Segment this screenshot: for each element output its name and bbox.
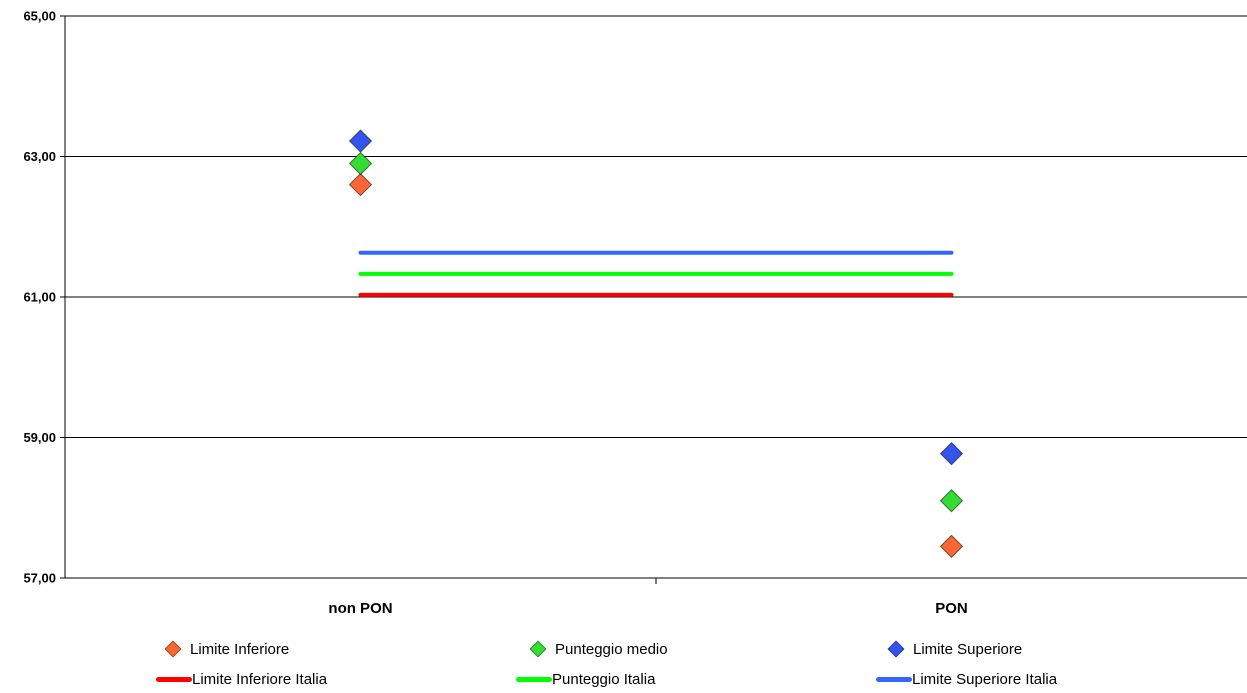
legend-line-limite-inferiore-italia <box>156 676 192 682</box>
legend-label-limite-inferiore: Limite Inferiore <box>190 640 290 658</box>
legend-label-punteggio-italia: Punteggio Italia <box>552 670 656 688</box>
legend-line-limite-superiore-italia <box>876 676 912 682</box>
legend-label-punteggio-medio: Punteggio medio <box>555 640 668 658</box>
data-point <box>939 534 964 559</box>
legend-item-limite-superiore: Limite Superiore <box>886 638 1022 660</box>
legend-marker-limite-inferiore <box>164 640 182 658</box>
legend-label-limite-superiore: Limite Superiore <box>913 640 1023 658</box>
y-tick-label: 65,00 <box>23 9 56 24</box>
x-category-label: non PON <box>328 600 392 617</box>
data-point <box>348 151 373 176</box>
y-tick-label: 61,00 <box>23 290 56 305</box>
legend-item-limite-superiore-italia: Limite Superiore Italia <box>876 668 1057 690</box>
data-point <box>939 489 964 513</box>
y-tick-label: 57,00 <box>23 571 56 586</box>
x-category-label: PON <box>935 600 968 617</box>
legend-marker-limite-superiore <box>887 640 905 658</box>
data-point <box>348 129 373 153</box>
data-point <box>939 441 964 466</box>
y-tick-label: 59,00 <box>23 430 56 445</box>
legend-label-limite-inferiore-italia: Limite Inferiore Italia <box>192 670 328 688</box>
legend-label-limite-superiore-italia: Limite Superiore Italia <box>912 670 1058 688</box>
legend-item-punteggio-italia: Punteggio Italia <box>516 668 655 690</box>
chart: 57,00 59,00 61,00 63,00 65,00 non PON PON <box>23 9 1247 617</box>
y-tick-label: 63,00 <box>23 149 56 164</box>
data-point <box>348 172 373 197</box>
legend-line-punteggio-italia <box>516 676 552 682</box>
legend-marker-punteggio-medio <box>529 640 547 658</box>
legend-item-limite-inferiore-italia: Limite Inferiore Italia <box>156 668 327 690</box>
legend-item-punteggio-medio: Punteggio medio <box>528 638 668 660</box>
legend: Limite Inferiore Punteggio medio Limite … <box>0 630 1247 693</box>
legend-item-limite-inferiore: Limite Inferiore <box>163 638 289 660</box>
